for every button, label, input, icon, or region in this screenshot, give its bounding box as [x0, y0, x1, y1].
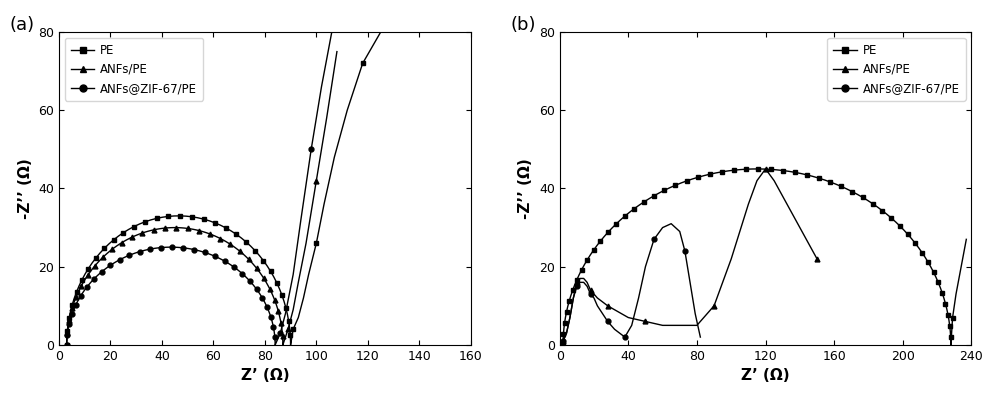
X-axis label: Z’ (Ω): Z’ (Ω): [741, 368, 790, 383]
Text: (a): (a): [10, 16, 35, 34]
Y-axis label: -Z’’ (Ω): -Z’’ (Ω): [18, 158, 33, 219]
Y-axis label: -Z’’ (Ω): -Z’’ (Ω): [518, 158, 533, 219]
X-axis label: Z’ (Ω): Z’ (Ω): [241, 368, 289, 383]
Text: (b): (b): [510, 16, 536, 34]
Legend: PE, ANFs/PE, ANFs@ZIF-67/PE: PE, ANFs/PE, ANFs@ZIF-67/PE: [827, 38, 966, 100]
Legend: PE, ANFs/PE, ANFs@ZIF-67/PE: PE, ANFs/PE, ANFs@ZIF-67/PE: [65, 38, 203, 100]
